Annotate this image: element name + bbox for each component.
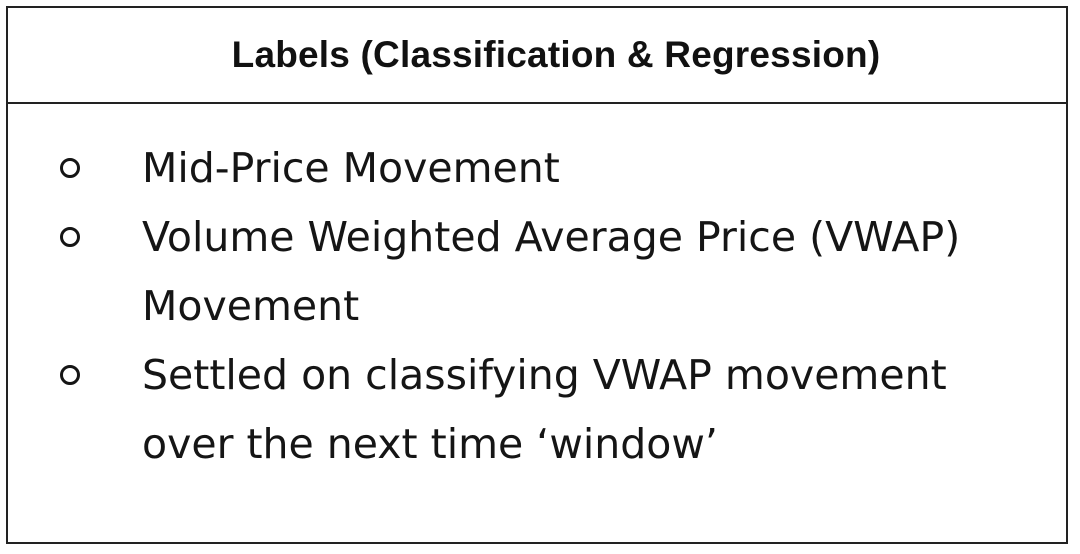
list-item-text: Mid-Price Movement (142, 144, 560, 192)
list-item: Mid-Price Movement (8, 134, 1066, 203)
table-header-cell: Labels (Classification & Regression) (8, 8, 1066, 104)
table-header-title: Labels (Classification & Regression) (231, 34, 881, 75)
table-body-cell: Mid-Price Movement Volume Weighted Avera… (8, 104, 1066, 479)
bullet-list: Mid-Price Movement Volume Weighted Avera… (8, 134, 1066, 479)
list-item: Settled on classifying VWAP movement ove… (8, 341, 1066, 479)
hollow-circle-bullet-icon (60, 227, 80, 247)
labels-table: Labels (Classification & Regression) Mid… (6, 6, 1068, 544)
list-item-text: Volume Weighted Average Price (VWAP) Mov… (142, 213, 961, 330)
hollow-circle-bullet-icon (60, 365, 80, 385)
hollow-circle-bullet-icon (60, 158, 80, 178)
list-item-text: Settled on classifying VWAP movement ove… (142, 351, 947, 468)
list-item: Volume Weighted Average Price (VWAP) Mov… (8, 203, 1066, 341)
